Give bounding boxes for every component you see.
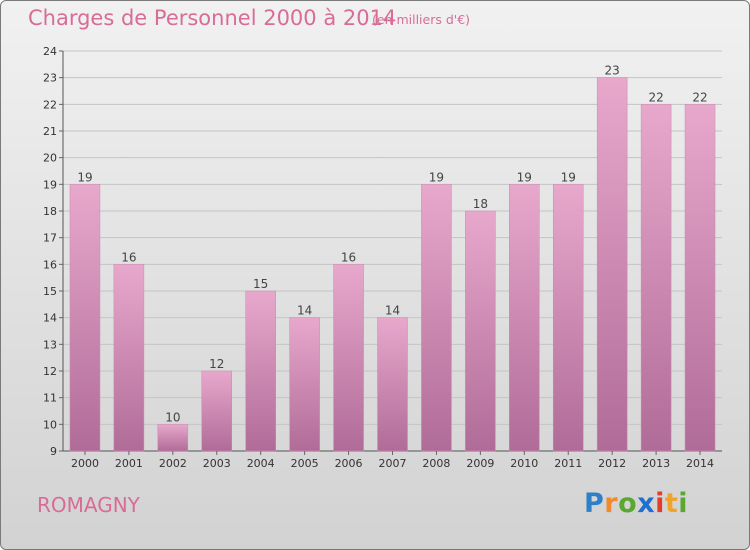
x-tick-label: 2008 [422,457,450,470]
chart-title: Charges de Personnel 2000 à 2014 [28,6,397,30]
bar-value-label: 19 [517,170,532,184]
logo-letter: i [655,488,665,519]
y-tick-label: 18 [43,205,57,218]
bar [201,370,233,452]
x-tick-label: 2003 [203,457,231,470]
bar-value-label: 19 [429,170,444,184]
x-tick-label: 2005 [291,457,319,470]
logo-letter: r [604,488,619,519]
logo-letter: t [664,488,679,519]
x-tick-label: 2012 [598,457,626,470]
bar-value-label: 19 [77,170,92,184]
logo-letter: i [678,488,689,519]
x-tick-label: 2010 [510,457,538,470]
logo-letter: P [584,488,605,519]
bar-value-label: 16 [121,250,136,264]
bar [289,317,320,452]
bar-value-label: 14 [297,304,312,318]
bar-value-label: 23 [605,64,620,78]
y-tick-label: 17 [43,232,57,245]
y-tick-label: 21 [43,125,57,138]
logo-letter: x [637,488,656,519]
bar [684,104,716,452]
bar [333,264,364,452]
y-tick-label: 12 [43,365,57,378]
x-tick-label: 2000 [71,457,99,470]
x-tick-label: 2001 [115,457,143,470]
y-tick-label: 10 [43,418,57,431]
bar [509,184,540,452]
logo-letter: o [618,488,638,519]
y-tick-label: 16 [43,258,57,271]
y-tick-label: 15 [43,285,57,298]
city-name: ROMAGNY [37,493,140,517]
y-tick-label: 24 [43,45,57,58]
x-tick-label: 2002 [159,457,187,470]
bar [245,290,276,452]
x-tick-label: 2004 [247,457,275,470]
bar [69,184,101,452]
bar [552,184,584,452]
bar [377,317,408,452]
x-tick-label: 2011 [554,457,582,470]
x-tick-label: 2014 [686,457,714,470]
bar-value-label: 10 [165,410,180,424]
y-tick-label: 23 [43,72,57,85]
proxiti-logo: Proxiti [584,488,688,519]
chart-subtitle: (en milliers d'€) [372,12,471,27]
bar-value-label: 14 [385,304,400,318]
bar [421,184,452,452]
x-tick-label: 2009 [466,457,494,470]
y-tick-label: 22 [43,98,57,111]
y-tick-label: 13 [43,338,57,351]
x-tick-label: 2007 [379,457,407,470]
y-tick-label: 14 [43,312,57,325]
bar [596,77,628,452]
y-tick-label: 11 [43,392,57,405]
y-tick-label: 19 [43,178,57,191]
x-tick-label: 2013 [642,457,670,470]
bar [157,424,189,452]
bar [465,210,496,452]
bar-value-label: 22 [648,90,663,104]
bar-value-label: 15 [253,277,268,291]
bar-value-label: 18 [473,197,488,211]
bar [113,264,145,452]
y-tick-label: 9 [50,445,57,458]
bar-value-label: 22 [692,90,707,104]
bar-value-label: 19 [561,170,576,184]
y-tick-label: 20 [43,152,57,165]
x-tick-label: 2006 [335,457,363,470]
bar-value-label: 12 [209,357,224,371]
bar [640,104,672,452]
bar-value-label: 16 [341,250,356,264]
